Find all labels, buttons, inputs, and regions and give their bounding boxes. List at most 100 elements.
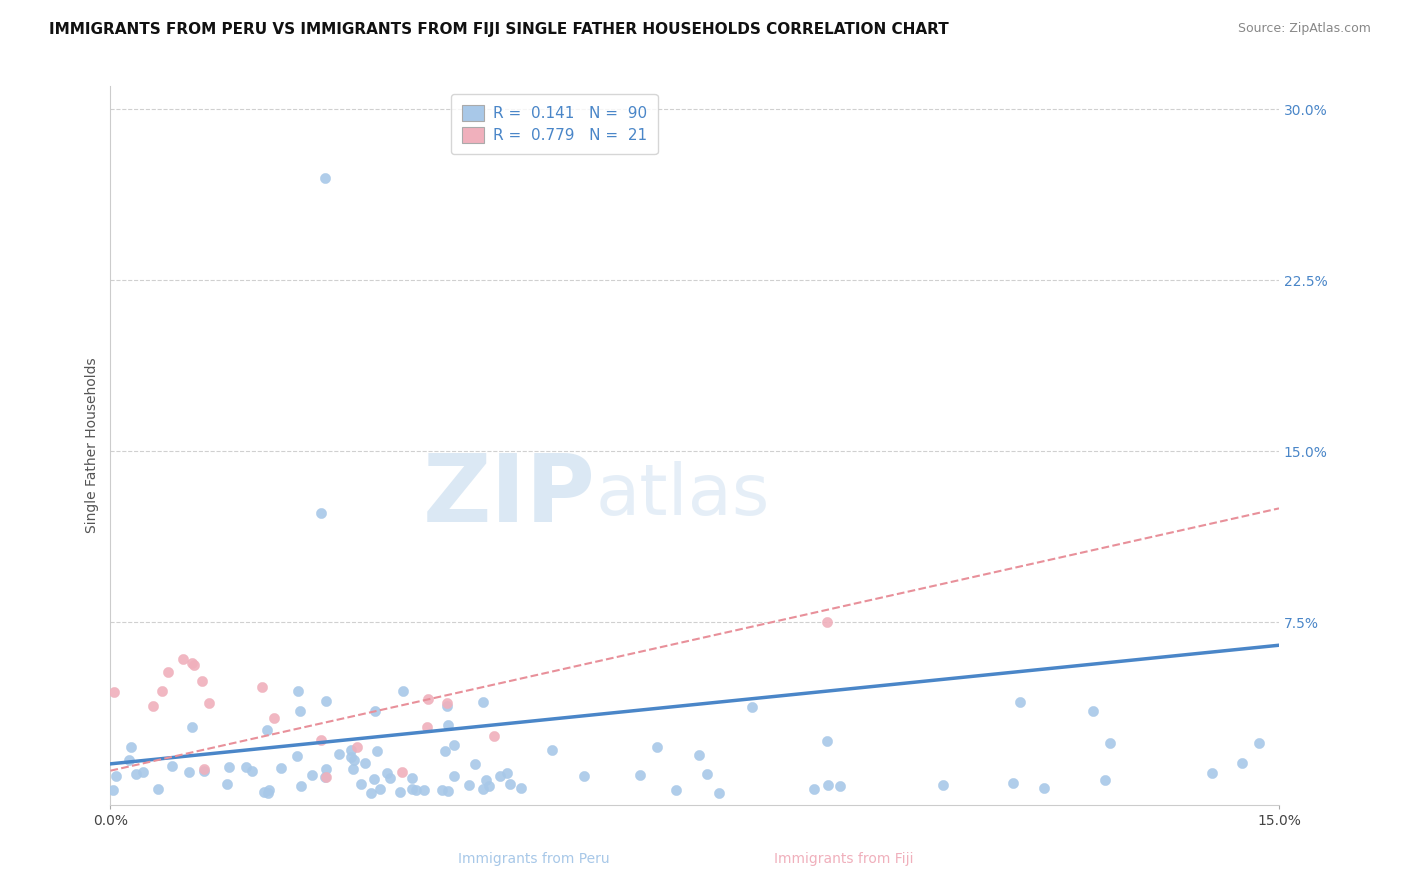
Point bbox=[105, 769, 128, 783]
Point bbox=[103, 783, 125, 797]
Point bbox=[354, 756, 377, 771]
Point bbox=[197, 697, 219, 711]
Text: IMMIGRANTS FROM PERU VS IMMIGRANTS FROM FIJI SINGLE FATHER HOUSEHOLDS CORRELATIO: IMMIGRANTS FROM PERU VS IMMIGRANTS FROM … bbox=[49, 22, 949, 37]
Point bbox=[1230, 756, 1253, 771]
Point bbox=[378, 771, 401, 785]
Point bbox=[1032, 780, 1054, 795]
Text: Immigrants from Peru: Immigrants from Peru bbox=[458, 853, 610, 866]
Point bbox=[803, 782, 825, 797]
Point bbox=[315, 770, 337, 784]
Point bbox=[458, 778, 481, 792]
Point bbox=[125, 767, 148, 781]
Point bbox=[474, 773, 496, 788]
Point bbox=[315, 694, 337, 708]
Point bbox=[696, 767, 718, 781]
Point bbox=[183, 658, 205, 673]
Point bbox=[1083, 704, 1105, 718]
Text: Source: ZipAtlas.com: Source: ZipAtlas.com bbox=[1237, 22, 1371, 36]
Point bbox=[157, 665, 180, 679]
Point bbox=[285, 749, 308, 764]
Point bbox=[342, 762, 364, 776]
Point bbox=[181, 657, 204, 671]
Point bbox=[263, 711, 285, 725]
Point bbox=[340, 749, 363, 764]
Point bbox=[478, 780, 501, 794]
Point bbox=[499, 777, 522, 791]
Point bbox=[368, 782, 391, 797]
Point bbox=[1010, 695, 1032, 709]
Point bbox=[482, 729, 505, 743]
Point bbox=[257, 786, 280, 800]
Y-axis label: Single Father Households: Single Father Households bbox=[86, 358, 100, 533]
Point bbox=[436, 696, 458, 710]
Point bbox=[401, 771, 423, 785]
Point bbox=[179, 765, 201, 780]
Point bbox=[363, 772, 385, 786]
Point bbox=[471, 782, 494, 797]
Point bbox=[250, 680, 273, 694]
Point bbox=[741, 700, 763, 714]
Point bbox=[510, 780, 533, 795]
Point bbox=[418, 692, 440, 706]
Point bbox=[181, 720, 204, 734]
Text: ZIP: ZIP bbox=[422, 450, 595, 542]
Point bbox=[574, 768, 596, 782]
Point bbox=[495, 766, 517, 780]
Point bbox=[464, 756, 486, 771]
Point bbox=[932, 778, 955, 792]
Point bbox=[375, 766, 398, 780]
Point bbox=[118, 753, 141, 767]
Point bbox=[349, 777, 371, 791]
Point bbox=[688, 747, 710, 762]
Point bbox=[489, 768, 512, 782]
Point bbox=[328, 747, 350, 761]
Point bbox=[309, 733, 332, 747]
Point bbox=[443, 738, 465, 752]
Point bbox=[707, 786, 730, 800]
Point bbox=[1002, 776, 1025, 790]
Point bbox=[103, 685, 125, 699]
Point bbox=[193, 762, 215, 776]
Point bbox=[217, 777, 239, 791]
Point bbox=[132, 765, 155, 780]
Point bbox=[412, 783, 434, 797]
Point bbox=[315, 762, 337, 776]
Point bbox=[540, 742, 562, 756]
Point bbox=[665, 783, 688, 797]
Point bbox=[191, 674, 214, 689]
Text: atlas: atlas bbox=[595, 461, 769, 531]
Point bbox=[437, 718, 460, 732]
Point bbox=[193, 764, 215, 778]
Point bbox=[628, 768, 651, 782]
Point bbox=[340, 743, 363, 757]
Point bbox=[343, 753, 366, 767]
Point bbox=[1249, 736, 1271, 750]
Point bbox=[150, 684, 173, 698]
Point bbox=[270, 761, 292, 775]
Point bbox=[436, 699, 458, 714]
Legend: R =  0.141   N =  90, R =  0.779   N =  21: R = 0.141 N = 90, R = 0.779 N = 21 bbox=[451, 94, 658, 154]
Point bbox=[1201, 766, 1223, 780]
Point bbox=[1098, 736, 1121, 750]
Point bbox=[815, 615, 838, 630]
Point bbox=[314, 170, 336, 185]
Point bbox=[388, 785, 411, 799]
Point bbox=[287, 684, 309, 698]
Point bbox=[817, 778, 839, 792]
Point bbox=[433, 743, 456, 757]
Point bbox=[309, 506, 332, 520]
Point bbox=[160, 759, 183, 773]
Point bbox=[314, 770, 336, 784]
Point bbox=[142, 699, 165, 714]
Point bbox=[392, 684, 415, 698]
Point bbox=[1094, 772, 1116, 787]
Point bbox=[401, 782, 423, 797]
Point bbox=[405, 783, 427, 797]
Point bbox=[436, 784, 458, 798]
Point bbox=[472, 695, 495, 709]
Point bbox=[430, 783, 453, 797]
Point bbox=[256, 723, 278, 738]
Point bbox=[172, 652, 194, 666]
Text: Immigrants from Fiji: Immigrants from Fiji bbox=[773, 853, 914, 866]
Point bbox=[443, 769, 465, 783]
